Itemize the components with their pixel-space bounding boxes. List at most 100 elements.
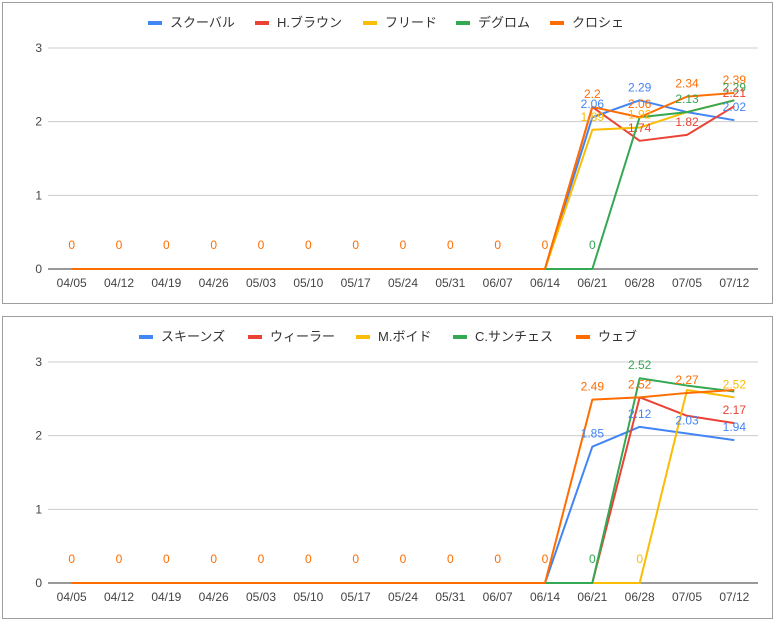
data-label: 0 (352, 552, 359, 566)
legend-label: H.ブラウン (277, 15, 342, 30)
y-tick-label: 3 (35, 41, 42, 55)
x-tick-label: 04/12 (104, 276, 134, 290)
data-label: 0 (589, 238, 596, 252)
x-tick-label: 05/24 (388, 276, 418, 290)
data-label: 0 (116, 552, 123, 566)
data-label: 0 (400, 238, 407, 252)
data-label: 2.52 (723, 377, 747, 391)
data-label: 0 (116, 238, 123, 252)
data-label: 2.29 (628, 80, 652, 94)
data-label: 2.27 (675, 373, 699, 387)
data-label: 0 (210, 238, 217, 252)
y-tick-label: 0 (35, 262, 42, 276)
series-line-4 (71, 91, 735, 270)
x-tick-label: 05/17 (341, 590, 371, 604)
data-label: 2.21 (723, 86, 747, 100)
data-label: 2.06 (628, 97, 652, 111)
line-chart-bottom: 0 1 2 3 04/05 04/12 04/19 04/26 05/03 05/10 05/17 0… (35, 329, 758, 604)
data-label: 2.34 (675, 77, 699, 91)
legend-label: デグロム (478, 15, 530, 30)
y-tick-label: 1 (35, 502, 42, 516)
x-tick-label: 05/10 (293, 590, 323, 604)
x-tick-label: 05/03 (246, 276, 276, 290)
data-label: 2.52 (628, 377, 652, 391)
data-label: 2.39 (723, 73, 747, 87)
y-tick-label: 0 (35, 576, 42, 590)
data-label: 0 (305, 552, 312, 566)
legend-label: クロシェ (572, 15, 624, 30)
x-tick-label: 04/19 (151, 276, 181, 290)
x-tick-label: 05/31 (435, 590, 465, 604)
data-label: 0 (494, 238, 501, 252)
x-tick-label: 04/05 (57, 276, 87, 290)
x-tick-label: 06/07 (483, 590, 513, 604)
x-tick-label: 06/28 (625, 590, 655, 604)
data-label: 0 (163, 552, 170, 566)
data-label: 2.17 (723, 403, 747, 417)
data-label: 0 (542, 552, 549, 566)
series-line-4 (71, 388, 735, 584)
data-label: 0 (494, 552, 501, 566)
data-label: 0 (258, 238, 265, 252)
data-label: 0 (589, 552, 596, 566)
chart-panel-bottom: 0 1 2 3 04/05 04/12 04/19 04/26 05/03 05/10 05/17 0… (2, 316, 773, 619)
x-tick-label: 06/21 (577, 590, 607, 604)
y-tick-label: 2 (35, 115, 42, 129)
data-label: 1.74 (628, 121, 652, 135)
x-tick-label: 04/19 (151, 590, 181, 604)
data-label: 0 (400, 552, 407, 566)
data-label: 0 (352, 238, 359, 252)
data-label: 1.94 (723, 420, 747, 434)
data-label: 2.03 (675, 413, 699, 427)
data-label: 1.92 (628, 108, 652, 122)
x-tick-label: 05/24 (388, 590, 418, 604)
data-label: 2.52 (628, 358, 652, 372)
legend-label: スキーンズ (161, 329, 225, 344)
x-tick-label: 04/12 (104, 590, 134, 604)
data-label: 0 (447, 238, 454, 252)
x-tick-label: 07/05 (672, 276, 702, 290)
data-label: 0 (210, 552, 217, 566)
data-label: 0 (542, 238, 549, 252)
data-label: 2.12 (628, 407, 652, 421)
legend-label: ウィーラー (270, 329, 335, 344)
y-tick-label: 3 (35, 355, 42, 369)
data-label: 0 (163, 238, 170, 252)
x-tick-label: 05/10 (293, 276, 323, 290)
x-tick-label: 05/31 (435, 276, 465, 290)
data-label: 0 (68, 238, 75, 252)
x-tick-label: 05/03 (246, 590, 276, 604)
data-label: 0 (447, 552, 454, 566)
data-label: 0 (68, 552, 75, 566)
data-label: 2.02 (723, 100, 747, 114)
data-label: 2.13 (675, 92, 699, 106)
legend-label: C.サンチェス (475, 329, 553, 344)
line-chart-top: 0 1 2 3 04/05 04/12 04/19 04/26 05/03 05/10 05/17 0… (35, 15, 758, 290)
legend-label: M.ボイド (378, 329, 431, 344)
y-tick-label: 1 (35, 188, 42, 202)
x-tick-label: 06/14 (530, 590, 560, 604)
chart-panel-top: 0 1 2 3 04/05 04/12 04/19 04/26 05/03 05/10 05/17 0… (2, 2, 773, 304)
data-label: 1.82 (675, 115, 699, 129)
legend-label: スクーバル (170, 15, 235, 30)
x-tick-label: 04/26 (199, 276, 229, 290)
legend-label: フリード (385, 15, 437, 30)
data-label: 0 (305, 238, 312, 252)
data-label: 1.89 (581, 110, 605, 124)
x-tick-label: 07/05 (672, 590, 702, 604)
data-label: 0 (258, 552, 265, 566)
data-label: 2.29 (723, 80, 747, 94)
x-tick-label: 05/17 (341, 276, 371, 290)
data-label: 2.06 (581, 97, 605, 111)
x-tick-label: 07/12 (719, 590, 749, 604)
data-label: 2.2 (584, 87, 601, 101)
legend-label: ウェブ (598, 329, 637, 344)
x-tick-label: 06/21 (577, 276, 607, 290)
data-label: 1.85 (581, 427, 605, 441)
x-tick-label: 06/14 (530, 276, 560, 290)
y-tick-label: 2 (35, 429, 42, 443)
data-label: 2.49 (581, 380, 605, 394)
data-label: 0 (636, 552, 643, 566)
x-tick-label: 07/12 (719, 276, 749, 290)
x-tick-label: 06/07 (483, 276, 513, 290)
